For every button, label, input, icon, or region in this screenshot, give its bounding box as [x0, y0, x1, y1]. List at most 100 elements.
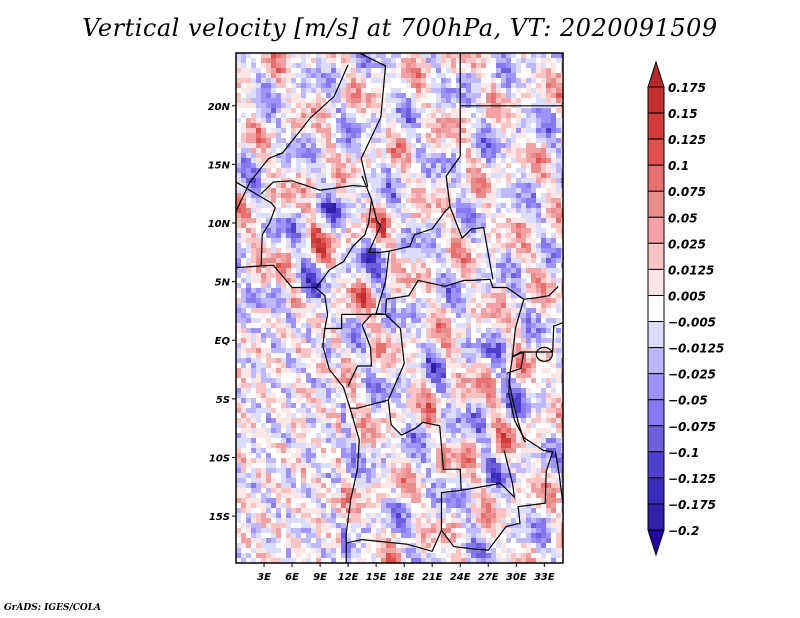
field-cell: [461, 373, 466, 378]
field-cell: [561, 168, 563, 173]
field-cell: [481, 328, 486, 333]
field-cell: [406, 408, 411, 413]
field-cell: [416, 143, 421, 148]
field-cell: [321, 213, 326, 218]
field-cell: [291, 133, 296, 138]
field-cell: [551, 358, 556, 363]
field-cell: [361, 358, 366, 363]
field-cell: [481, 198, 486, 203]
field-cell: [561, 363, 563, 368]
field-cell: [276, 73, 281, 78]
field-cell: [546, 268, 551, 273]
field-cell: [241, 313, 246, 318]
field-cell: [286, 78, 291, 83]
field-cell: [341, 418, 346, 423]
field-cell: [501, 208, 506, 213]
field-cell: [291, 283, 296, 288]
field-cell: [501, 388, 506, 393]
field-cell: [371, 173, 376, 178]
field-cell: [266, 178, 271, 183]
field-cell: [541, 113, 546, 118]
field-cell: [506, 268, 511, 273]
field-cell: [551, 133, 556, 138]
field-cell: [321, 428, 326, 433]
field-cell: [406, 103, 411, 108]
field-cell: [251, 83, 256, 88]
field-cell: [501, 93, 506, 98]
field-cell: [416, 198, 421, 203]
field-cell: [386, 198, 391, 203]
field-cell: [401, 238, 406, 243]
field-cell: [516, 258, 521, 263]
field-cell: [381, 253, 386, 258]
field-cell: [446, 423, 451, 428]
field-cell: [551, 308, 556, 313]
field-cell: [291, 168, 296, 173]
field-cell: [431, 308, 436, 313]
field-cell: [336, 68, 341, 73]
field-cell: [476, 73, 481, 78]
field-cell: [406, 193, 411, 198]
field-cell: [266, 123, 271, 128]
field-cell: [446, 413, 451, 418]
field-cell: [401, 53, 406, 58]
field-cell: [276, 368, 281, 373]
field-cell: [416, 208, 421, 213]
field-cell: [491, 73, 496, 78]
field-cell: [271, 373, 276, 378]
field-cell: [251, 88, 256, 93]
field-cell: [326, 358, 331, 363]
field-cell: [336, 358, 341, 363]
field-cell: [501, 278, 506, 283]
field-cell: [501, 363, 506, 368]
field-cell: [311, 318, 316, 323]
field-cell: [561, 58, 563, 63]
field-cell: [386, 363, 391, 368]
field-cell: [541, 398, 546, 403]
field-cell: [536, 248, 541, 253]
field-cell: [386, 223, 391, 228]
field-cell: [481, 258, 486, 263]
field-cell: [266, 203, 271, 208]
field-cell: [406, 318, 411, 323]
field-cell: [246, 308, 251, 313]
field-cell: [366, 388, 371, 393]
field-cell: [346, 143, 351, 148]
field-cell: [416, 158, 421, 163]
field-cell: [271, 98, 276, 103]
field-cell: [501, 358, 506, 363]
field-cell: [481, 58, 486, 63]
field-cell: [271, 408, 276, 413]
field-cell: [551, 208, 556, 213]
field-cell: [376, 188, 381, 193]
field-cell: [346, 168, 351, 173]
field-cell: [446, 153, 451, 158]
field-cell: [316, 378, 321, 383]
field-cell: [246, 353, 251, 358]
field-cell: [251, 288, 256, 293]
field-cell: [401, 423, 406, 428]
field-cell: [451, 303, 456, 308]
field-cell: [526, 68, 531, 73]
field-cell: [306, 243, 311, 248]
field-cell: [456, 58, 461, 63]
field-cell: [336, 263, 341, 268]
field-cell: [266, 153, 271, 158]
field-cell: [556, 308, 561, 313]
field-cell: [481, 123, 486, 128]
field-cell: [281, 323, 286, 328]
field-cell: [476, 303, 481, 308]
field-cell: [441, 93, 446, 98]
field-cell: [476, 228, 481, 233]
field-cell: [361, 88, 366, 93]
field-cell: [351, 83, 356, 88]
field-cell: [546, 218, 551, 223]
field-cell: [366, 278, 371, 283]
field-cell: [516, 73, 521, 78]
field-cell: [321, 228, 326, 233]
field-cell: [271, 213, 276, 218]
field-cell: [256, 153, 261, 158]
field-cell: [486, 188, 491, 193]
field-cell: [266, 363, 271, 368]
field-cell: [381, 348, 386, 353]
